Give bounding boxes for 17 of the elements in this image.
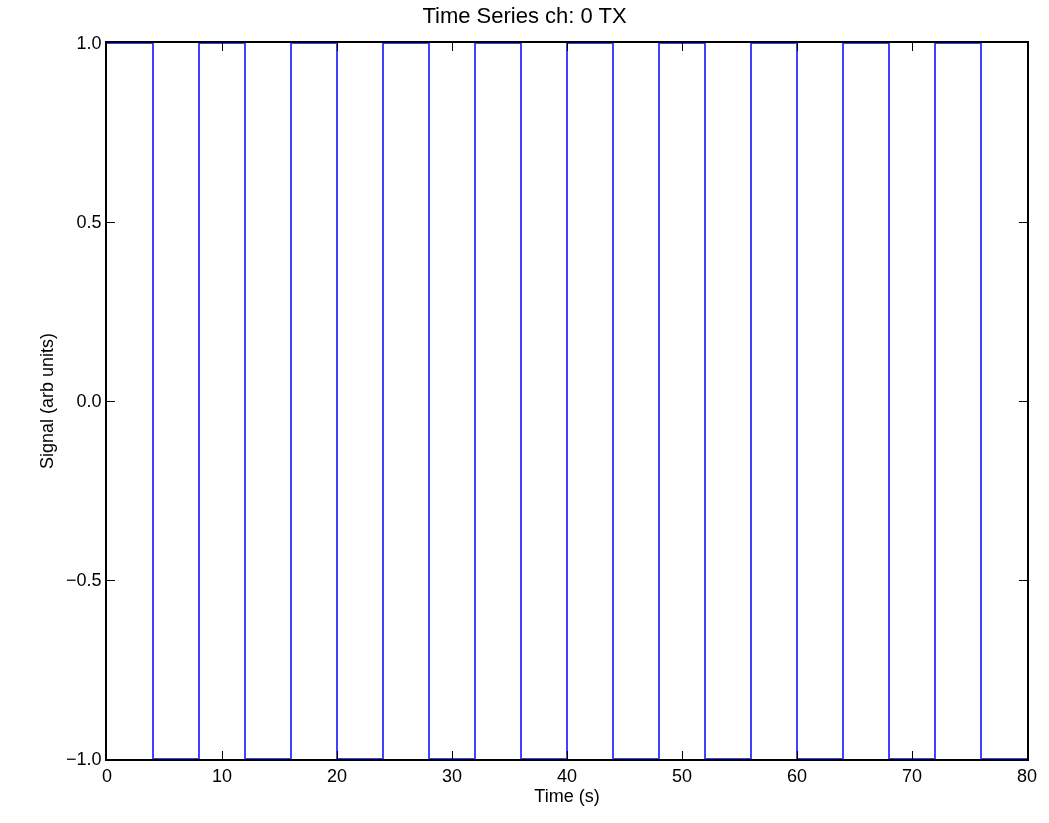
x-tick-label: 80 (1016, 766, 1038, 787)
y-tick-label: 0.0 (76, 391, 102, 412)
chart-title: Time Series ch: 0 TX (422, 3, 627, 29)
x-tick-label: 40 (556, 766, 578, 787)
y-tick-label: −1.0 (66, 749, 102, 770)
y-tick-label: 1.0 (76, 33, 102, 54)
x-tick-label: 50 (671, 766, 693, 787)
x-tick-label: 30 (441, 766, 463, 787)
x-tick-label: 10 (211, 766, 233, 787)
y-axis-title: Signal (arb units) (36, 332, 57, 470)
y-tick-label: 0.5 (76, 212, 102, 233)
x-axis-title: Time (s) (534, 786, 600, 807)
x-tick-label: 70 (901, 766, 923, 787)
x-tick-label: 0 (101, 766, 113, 787)
y-tick-label: −0.5 (66, 570, 102, 591)
x-tick-label: 20 (326, 766, 348, 787)
x-tick-label: 60 (786, 766, 808, 787)
